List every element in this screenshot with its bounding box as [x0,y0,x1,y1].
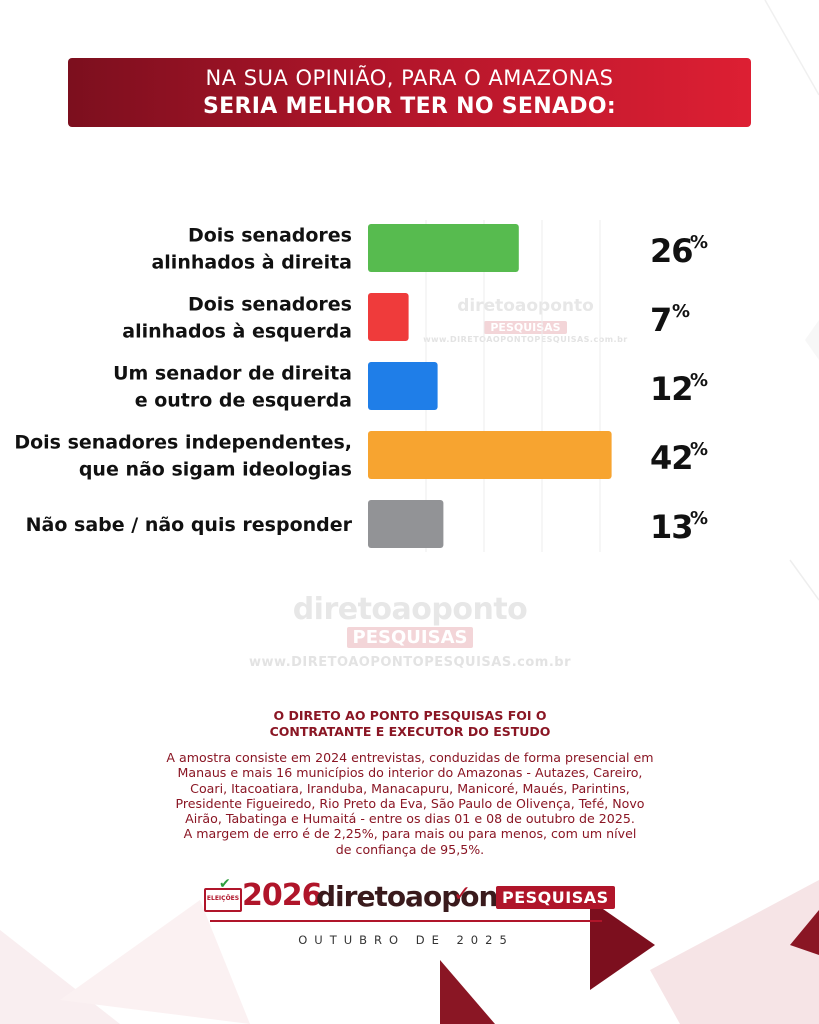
methodology-line: A margem de erro é de 2,25%, para mais o… [183,826,637,842]
watermark-url: www.DIRETOAOPONTOPESQUISAS.com.br [423,335,628,344]
value-unit-label: % [690,232,708,253]
category-label: que não sigam ideologias [79,459,352,481]
chart-category-labels: Dois senadores alinhados à direita Dois se… [14,225,352,537]
watermark-badge: PESQUISAS [346,627,474,648]
check-mark-icon: ✔ [219,876,231,892]
brand-check-icon: ✓ [453,882,472,907]
election-label: ELEIÇÕES [206,895,240,902]
methodology-text: A amostra consiste em 2024 entrevistas, … [138,750,682,857]
footer-badge: PESQUISAS [496,886,615,909]
contract-note: O DIRETO AO PONTO PESQUISAS FOI O CONTRA… [160,708,660,740]
footer-divider [210,920,602,922]
value-label: 7 [650,301,671,339]
value-label: 13 [650,508,693,546]
methodology-line: A amostra consiste em 2024 entrevistas, … [166,750,654,765]
category-label: alinhados à esquerda [122,321,352,343]
bar [368,224,519,272]
title-banner: NA SUA OPINIÃO, PARA O AMAZONAS SERIA ME… [68,58,751,127]
watermark-url: www.DIRETOAOPONTOPESQUISAS.com.br [249,655,571,670]
contract-note-line-1: O DIRETO AO PONTO PESQUISAS FOI O [273,708,547,723]
category-label: Dois senadores [188,294,352,316]
category-label: Um senador de direita [113,363,352,385]
bar [368,362,438,410]
category-label: Não sabe / não quis responder [26,514,353,536]
value-label: 26 [650,232,693,270]
value-label: 42 [650,439,693,477]
bar [368,500,444,548]
title-line-1: NA SUA OPINIÃO, PARA O AMAZONAS [205,66,614,90]
value-unit-label: % [690,370,708,391]
value-unit-label: % [690,439,708,460]
bar [368,431,612,479]
category-label: e outro de esquerda [135,390,352,412]
watermark-brand: diretoaoponto [292,592,528,627]
category-label: Dois senadores [188,225,352,247]
watermark-brand: diretoaoponto [457,296,594,316]
methodology-line: Presidente Figueiredo, Rio Preto da Eva,… [175,795,645,811]
methodology-line: Manaus e mais 16 municípios do interior … [177,765,643,781]
survey-date: OUTUBRO DE 2025 [298,933,514,947]
bar-chart: Dois senadores alinhados à direita Dois se… [14,220,708,552]
chart-bars [368,224,612,548]
methodology-line: Airão, Tabatinga e Humaitá - entre os di… [185,811,635,827]
watermark-badge: PESQUISAS [484,321,567,334]
election-year: 2026 [242,878,322,913]
methodology-line: de confiança de 95,5%. [335,841,485,857]
footer-logo: ✔ ELEIÇÕES 2026 diretoaoponto ✓ PESQUISA… [200,876,615,916]
watermark-large: diretoaoponto PESQUISAS www.DIRETOAOPONT… [230,592,590,670]
chart-value-labels: 26%7 %12%42%13% [650,232,708,546]
bar [368,293,409,341]
value-unit-label: % [672,301,690,322]
value-unit-label: % [690,508,708,529]
category-label: alinhados à direita [151,252,352,274]
ballot-box-icon: ✔ ELEIÇÕES [204,876,242,912]
contract-note-line-2: CONTRATANTE E EXECUTOR DO ESTUDO [269,724,551,739]
footer-brand: diretoaoponto [316,880,529,913]
title-line-2: SERIA MELHOR TER NO SENADO: [203,94,616,119]
watermark-small: diretoaoponto PESQUISAS www.DIRETOAOPONT… [418,296,633,344]
value-label: 12 [650,370,693,408]
category-label: Dois senadores independentes, [14,432,352,454]
methodology-line: Coari, Itacoatiara, Iranduba, Manacapuru… [190,780,630,796]
